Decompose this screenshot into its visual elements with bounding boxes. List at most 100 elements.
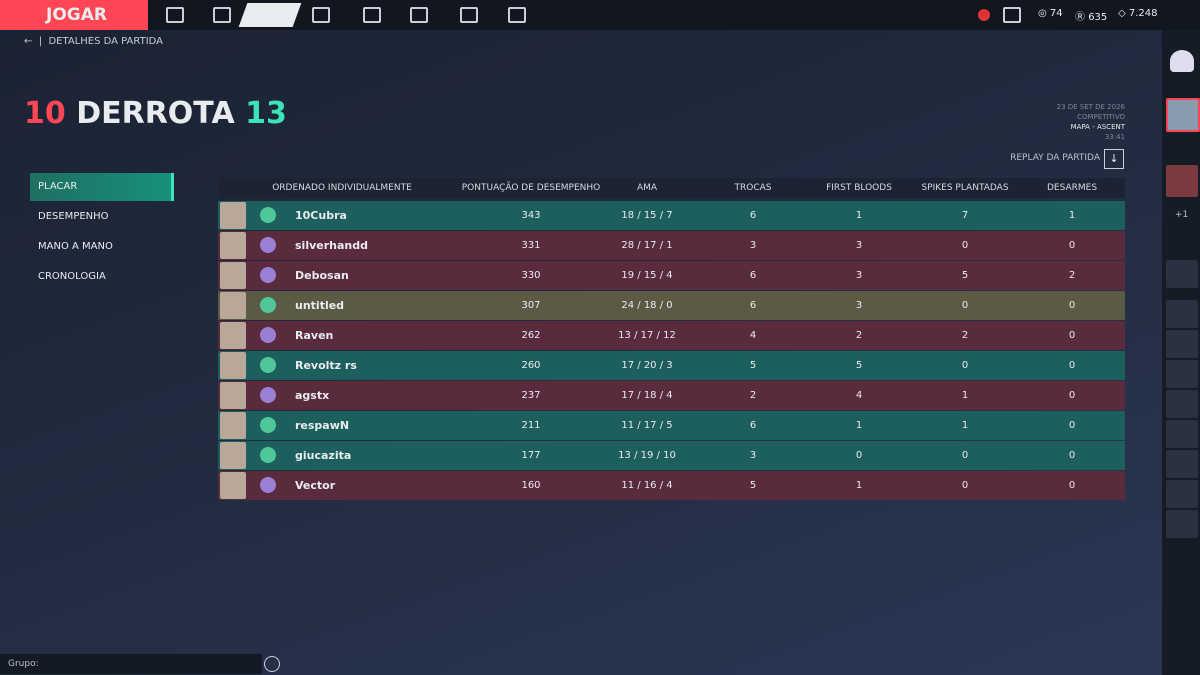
friend-slot[interactable]: [1166, 300, 1198, 328]
chat-label: Grupo:: [8, 659, 39, 669]
player-name: giucazita: [295, 449, 352, 462]
player-row[interactable]: [218, 231, 1125, 260]
player-name: agstx: [295, 389, 330, 402]
tab[interactable]: DESEMPENHO: [38, 211, 109, 222]
stat-cell: 1: [855, 480, 863, 491]
table-header: [218, 178, 1125, 198]
nav-icon[interactable]: [410, 7, 428, 23]
stat-cell: 262: [521, 330, 541, 341]
player-row[interactable]: [218, 381, 1125, 410]
breadcrumb[interactable]: ← | DETALHES DA PARTIDA: [24, 36, 164, 47]
stat-cell: 6: [749, 420, 757, 431]
match-date: 23 DE SET DE 2026: [1056, 103, 1125, 111]
rank-icon: [260, 357, 276, 373]
nav-icon[interactable]: [508, 7, 526, 23]
agent-portrait: [220, 202, 246, 229]
player-row[interactable]: [218, 201, 1125, 230]
match-mode: COMPETITIVO: [1077, 113, 1125, 121]
tab[interactable]: PLACAR: [30, 173, 174, 201]
agent-portrait: [220, 442, 246, 469]
friend-slot[interactable]: [1166, 450, 1198, 478]
stat-cell: 1: [855, 420, 863, 431]
replay-download[interactable]: ↓: [1104, 149, 1124, 169]
player-name: Debosan: [295, 269, 349, 282]
friends-icon[interactable]: [1170, 50, 1194, 72]
active-nav-tab[interactable]: [238, 3, 302, 27]
stat-cell: 237: [521, 390, 541, 401]
friend-slot[interactable]: [1166, 330, 1198, 358]
match-map: MAPA - ASCENT: [1070, 123, 1125, 131]
column-header: TROCAS: [734, 183, 772, 193]
currency-radianite: Ⓡ 635: [1075, 12, 1108, 23]
player-row[interactable]: [218, 471, 1125, 500]
stat-cell: 11 / 16 / 4: [621, 480, 673, 491]
stat-cell: 160: [521, 480, 541, 491]
agent-portrait: [220, 412, 246, 439]
stat-cell: 0: [961, 300, 969, 311]
rank-icon: [260, 387, 276, 403]
replay-label: REPLAY DA PARTIDA: [1010, 153, 1100, 163]
party-avatar[interactable]: [1166, 98, 1200, 132]
stat-cell: 2: [1068, 270, 1076, 281]
stat-cell: 0: [1068, 420, 1076, 431]
stat-cell: 1: [961, 420, 969, 431]
stat-cell: 330: [521, 270, 541, 281]
stat-cell: 6: [749, 300, 757, 311]
stat-cell: 0: [1068, 480, 1076, 491]
stat-cell: 260: [521, 360, 541, 371]
player-name: untitled: [295, 299, 345, 312]
breadcrumb-text: DETALHES DA PARTIDA: [48, 36, 164, 47]
stat-cell: 24 / 18 / 0: [621, 300, 673, 311]
rank-icon: [260, 207, 276, 223]
player-name: Revoltz rs: [295, 359, 357, 372]
currency-value: 7.248: [1128, 8, 1158, 19]
friend-slot[interactable]: [1166, 480, 1198, 508]
party-avatar[interactable]: [1166, 165, 1198, 197]
player-row[interactable]: [218, 291, 1125, 320]
team-score: 10: [24, 96, 66, 131]
stat-cell: 5: [749, 360, 757, 371]
nav-icon[interactable]: [166, 7, 184, 23]
stat-cell: 4: [855, 390, 863, 401]
stat-cell: 307: [521, 300, 541, 311]
player-row[interactable]: [218, 351, 1125, 380]
player-row[interactable]: [218, 411, 1125, 440]
friend-slot[interactable]: [1166, 360, 1198, 388]
tab[interactable]: CRONOLOGIA: [38, 271, 106, 282]
stat-cell: 11 / 17 / 5: [621, 420, 673, 431]
enemy-score: 13: [245, 96, 287, 131]
chat-input[interactable]: Grupo:: [0, 654, 262, 674]
stat-cell: 0: [961, 450, 969, 461]
alert-icon[interactable]: [978, 9, 990, 21]
stat-cell: 0: [1068, 330, 1076, 341]
agent-portrait: [220, 262, 246, 289]
stat-cell: 17 / 20 / 3: [621, 360, 673, 371]
friend-slot[interactable]: [1166, 260, 1198, 288]
currency-value: 74: [1049, 8, 1063, 19]
player-name: Vector: [295, 479, 336, 492]
nav-icon[interactable]: [363, 7, 381, 23]
rank-icon: [260, 327, 276, 343]
stat-cell: 1: [961, 390, 969, 401]
friend-slot[interactable]: [1166, 390, 1198, 418]
mail-icon[interactable]: [1003, 7, 1021, 23]
nav-icon[interactable]: [213, 7, 231, 23]
player-row[interactable]: [218, 441, 1125, 470]
stat-cell: 0: [961, 240, 969, 251]
player-row[interactable]: [218, 261, 1125, 290]
friend-slot[interactable]: [1166, 510, 1198, 538]
stat-cell: 3: [749, 450, 757, 461]
stat-cell: 2: [749, 390, 757, 401]
stat-cell: 0: [1068, 360, 1076, 371]
friend-slot[interactable]: [1166, 420, 1198, 448]
stat-cell: 1: [855, 210, 863, 221]
tab[interactable]: MANO A MANO: [38, 241, 113, 252]
chat-icon[interactable]: [264, 656, 280, 672]
play-button[interactable]: JOGAR: [0, 0, 148, 30]
player-name: respawN: [295, 419, 350, 432]
nav-icon[interactable]: [460, 7, 478, 23]
stat-cell: 1: [1068, 210, 1076, 221]
currency-vp: ◎ 74: [1038, 8, 1063, 19]
nav-icon[interactable]: [312, 7, 330, 23]
player-row[interactable]: [218, 321, 1125, 350]
